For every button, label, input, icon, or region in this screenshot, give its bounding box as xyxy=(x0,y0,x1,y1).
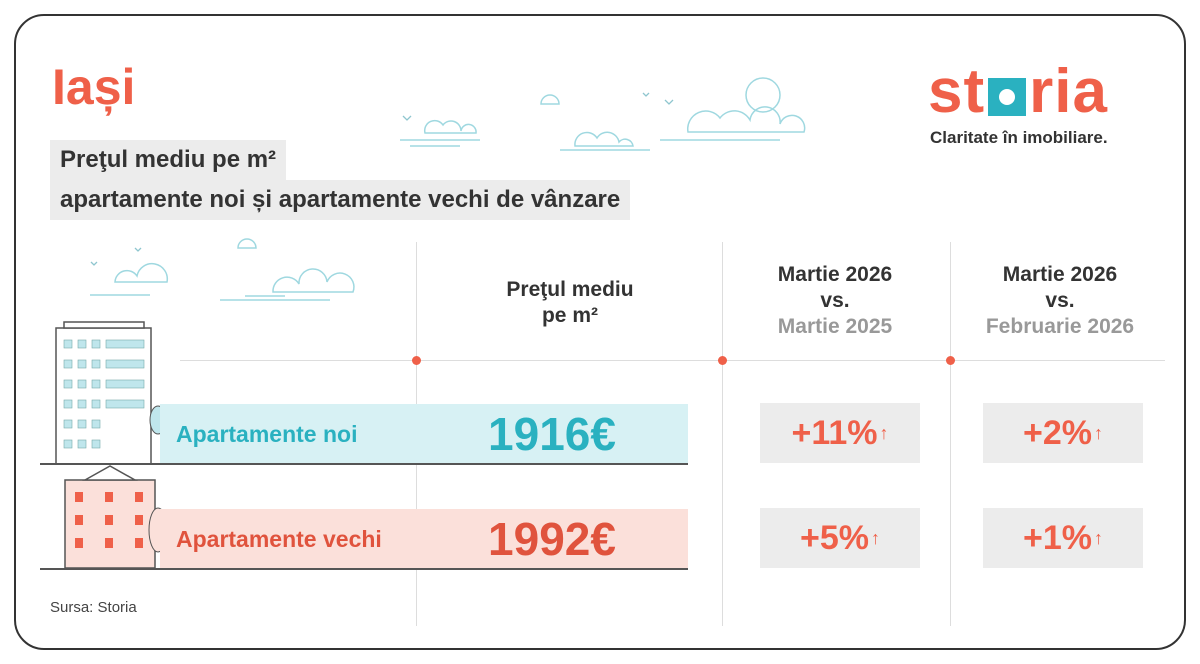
header-line: Preţul mediu xyxy=(506,278,634,301)
column-header-mom: Martie 2026 vs. Februarie 2026 xyxy=(960,262,1160,340)
row-old-apartments: Apartamente vechi 1992€ xyxy=(160,509,688,569)
column-divider xyxy=(722,242,723,626)
divider-dot xyxy=(718,356,727,365)
header-line: Martie 2025 xyxy=(777,315,893,338)
divider-dot xyxy=(412,356,421,365)
header-line: Februarie 2026 xyxy=(985,315,1135,338)
city-title: Iași xyxy=(52,59,136,115)
arrow-up-icon: ↑ xyxy=(1094,527,1103,548)
column-divider xyxy=(950,242,951,626)
logo-text-pre: st xyxy=(928,57,986,126)
change-value: +2% xyxy=(1023,413,1092,452)
divider-dot xyxy=(946,356,955,365)
arrow-up-icon: ↑ xyxy=(879,422,889,443)
yoy-change-old: +5% ↑ xyxy=(760,508,920,568)
row-label: Apartamente vechi xyxy=(176,525,382,552)
arrow-up-icon: ↑ xyxy=(1094,422,1103,443)
source-note: Sursa: Storia xyxy=(50,599,137,616)
header-line: Martie 2026 xyxy=(1002,263,1118,286)
change-value: +5% xyxy=(800,518,869,557)
yoy-change-new: +11% ↑ xyxy=(760,403,920,463)
subtitle-line2: apartamente noi și apartamente vechi de … xyxy=(50,180,631,220)
column-header-yoy: Martie 2026 vs. Martie 2025 xyxy=(740,262,930,340)
change-value: +1% xyxy=(1023,518,1092,557)
row-price: 1916€ xyxy=(488,408,616,460)
logo-text-post: ria xyxy=(1029,57,1108,126)
header-line: vs. xyxy=(820,289,850,312)
row-price: 1992€ xyxy=(488,513,616,565)
arrow-up-icon: ↑ xyxy=(871,527,880,548)
row-baseline xyxy=(40,568,688,570)
header-line: vs. xyxy=(1045,289,1075,312)
column-header-price: Preţul mediu pe m² xyxy=(460,277,680,329)
mom-change-new: +2% ↑ xyxy=(983,403,1143,463)
row-label: Apartamente noi xyxy=(176,420,358,447)
row-baseline xyxy=(40,463,688,465)
brand-tagline: Claritate în imobiliare. xyxy=(930,128,1108,147)
change-value: +11% xyxy=(791,413,878,452)
logo-square-icon xyxy=(988,77,1027,116)
subtitle-line1: Preţul mediu pe m² xyxy=(50,140,287,180)
header-line: pe m² xyxy=(541,304,598,327)
buildings-illustration xyxy=(55,321,168,569)
infographic-frame xyxy=(14,14,1186,650)
header-line: Martie 2026 xyxy=(777,263,893,286)
storia-logo: st ria xyxy=(928,56,1108,127)
row-new-apartments: Apartamente noi 1916€ xyxy=(160,404,688,464)
mom-change-old: +1% ↑ xyxy=(983,508,1143,568)
header-divider xyxy=(180,360,1165,361)
